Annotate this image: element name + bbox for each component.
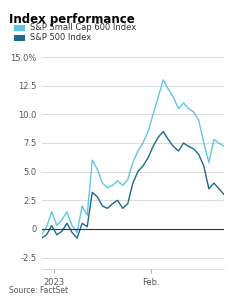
Text: Source: FactSet: Source: FactSet [9,286,68,295]
Text: S&P 500 Index: S&P 500 Index [30,33,91,42]
Text: S&P Small Cap 600 Index: S&P Small Cap 600 Index [30,23,136,32]
Text: Index performance: Index performance [9,13,135,26]
